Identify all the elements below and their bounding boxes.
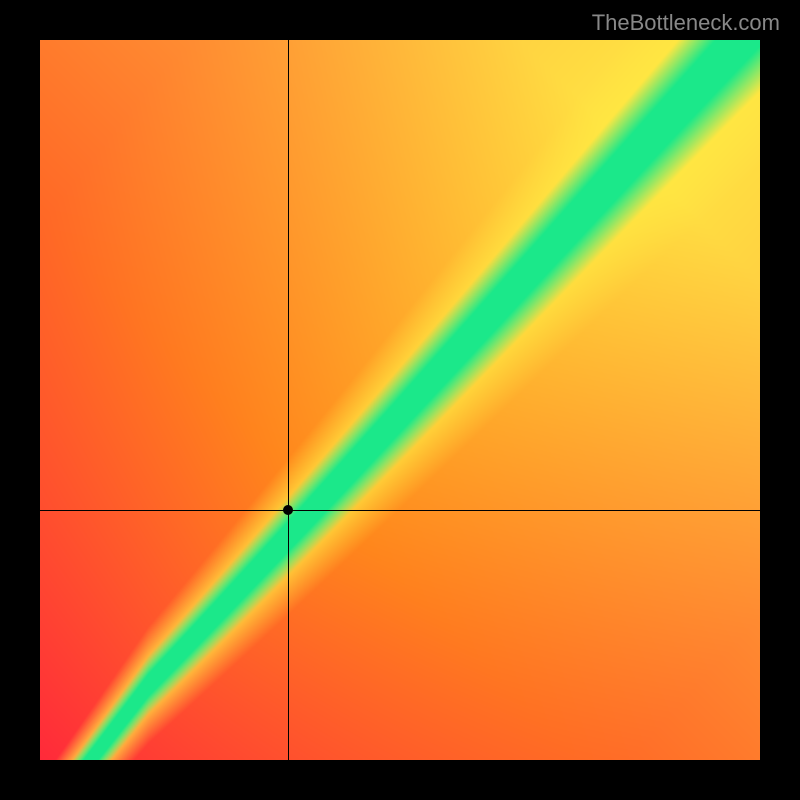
watermark-text: TheBottleneck.com [592,10,780,36]
crosshair-vertical [288,40,289,760]
chart-area [40,40,760,760]
crosshair-marker [283,505,293,515]
heatmap-canvas [40,40,760,760]
chart-container: TheBottleneck.com [0,0,800,800]
crosshair-horizontal [40,510,760,511]
